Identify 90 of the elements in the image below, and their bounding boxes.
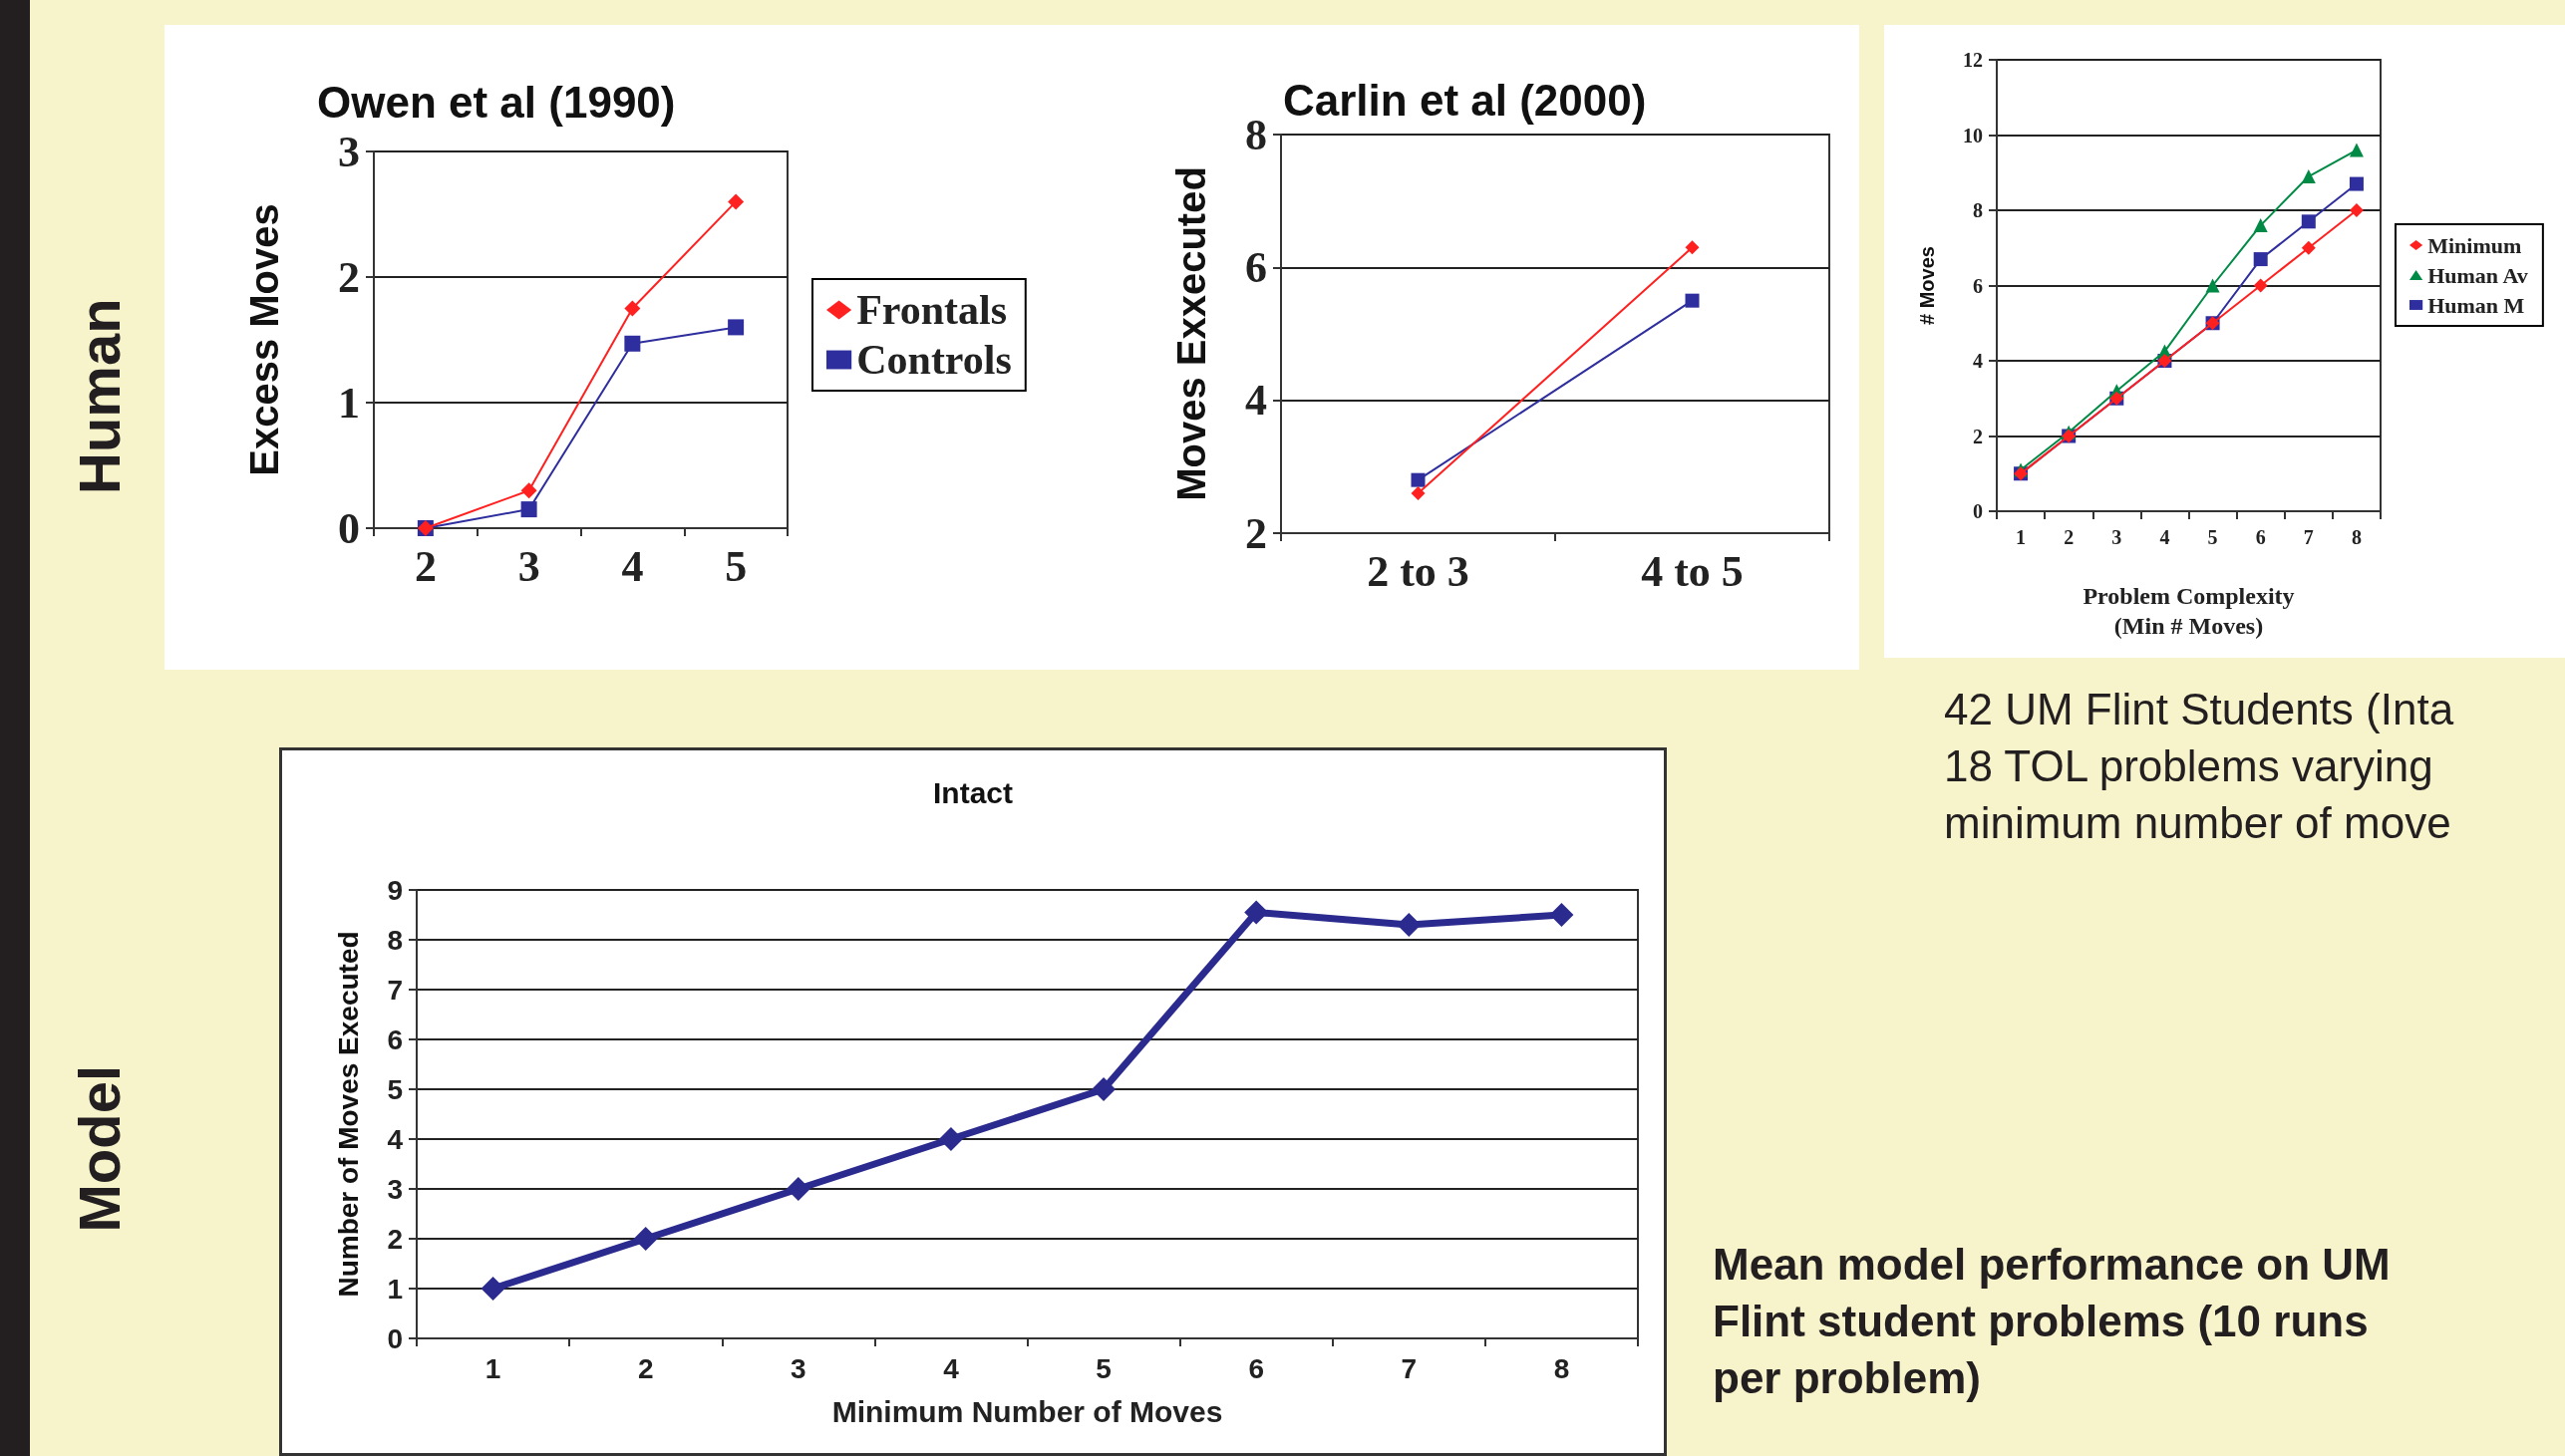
text: Model (65, 1064, 133, 1233)
point (2349, 203, 2364, 217)
text: 42 UM Flint Students (Inta 18 TOL problems varying minimum number of move (1944, 684, 2454, 850)
y-tick-label: 5 (387, 1073, 403, 1105)
y-tick-label: 9 (387, 874, 403, 906)
point (633, 1227, 658, 1251)
y-tick-label: 0 (338, 503, 360, 553)
y-tick-label: 1 (387, 1273, 403, 1305)
point (2253, 252, 2268, 267)
y-tick-label: 1 (338, 378, 360, 428)
y-tick-label: 0 (387, 1322, 403, 1354)
point (938, 1127, 963, 1151)
point (728, 319, 745, 336)
y-axis-title: # Moves (1916, 246, 1938, 325)
x-tick-label: 5 (1096, 1352, 1112, 1384)
x-tick-label: 7 (2303, 526, 2314, 548)
y-tick-label: 7 (387, 974, 403, 1006)
point (624, 300, 641, 317)
point (1685, 293, 1700, 308)
x-tick-label: 3 (2111, 526, 2122, 548)
point (728, 193, 745, 210)
x-tick-label: 2 to 3 (1367, 546, 1469, 596)
point (520, 482, 537, 499)
x-tick-label: 6 (2255, 526, 2266, 548)
point (2253, 278, 2268, 293)
point (2301, 169, 2316, 184)
x-tick-label: 8 (1553, 1352, 1570, 1384)
x-tick-label: 4 to 5 (1641, 546, 1744, 596)
point (1244, 900, 1269, 925)
point (624, 335, 641, 352)
y-tick-label: 6 (387, 1023, 403, 1055)
y-tick-label: 8 (1245, 110, 1267, 159)
x-tick-label: 1 (484, 1352, 501, 1384)
legend-label: Human Av (2427, 262, 2528, 288)
y-tick-label: 10 (1963, 124, 1983, 146)
x-tick-label: 3 (517, 541, 540, 591)
y-tick-label: 2 (338, 252, 360, 302)
point (2349, 176, 2364, 191)
x-tick-label: 7 (1401, 1352, 1418, 1384)
y-tick-label: 6 (1245, 242, 1267, 292)
point (520, 501, 537, 518)
point (2301, 214, 2316, 229)
legend-label: Frontals (856, 287, 1008, 333)
point (2349, 143, 2364, 157)
point (1411, 472, 1426, 487)
y-tick-label: 12 (1963, 49, 1983, 71)
chart-title: Owen et al (1990) (317, 77, 676, 127)
x-tick-label: 4 (943, 1352, 960, 1384)
x-tick-label: 2 (637, 1352, 654, 1384)
y-tick-label: 2 (387, 1223, 403, 1255)
y-axis-title: Excess Moves (242, 203, 286, 476)
text: Mean model performance on UM Flint student problems (10 runs per problem) (1713, 1239, 2391, 1405)
y-tick-label: 4 (1973, 350, 1983, 372)
point (1685, 240, 1700, 255)
point (1549, 903, 1574, 927)
text: Human (65, 298, 133, 494)
chart-title: Carlin et al (2000) (1283, 75, 1647, 125)
x-axis-title: Problem Complexity (Min # Moves) (2083, 583, 2295, 639)
x-tick-label: 4 (621, 541, 644, 591)
point (481, 1277, 505, 1301)
x-tick-label: 5 (2207, 526, 2218, 548)
y-tick-label: 3 (387, 1173, 403, 1205)
x-tick-label: 8 (2351, 526, 2362, 548)
y-axis-title: Moves Exxecuted (1169, 166, 1213, 501)
y-tick-label: 4 (387, 1123, 404, 1155)
x-tick-label: 3 (791, 1352, 806, 1384)
y-tick-label: 6 (1973, 274, 1983, 297)
point (2301, 240, 2316, 255)
y-tick-label: 2 (1973, 425, 1983, 447)
x-tick-label: 5 (725, 541, 748, 591)
legend-label: Controls (856, 337, 1012, 383)
y-tick-label: 0 (1973, 500, 1983, 522)
y-tick-label: 8 (387, 924, 403, 956)
legend-label: Human M (2427, 292, 2525, 318)
y-tick-label: 3 (338, 127, 360, 176)
point (1411, 486, 1426, 500)
chart-title: Intact (932, 775, 1014, 809)
point (786, 1177, 810, 1201)
y-tick-label: 4 (1245, 376, 1267, 426)
x-axis-title: Minimum Number of Moves (831, 1395, 1223, 1429)
y-tick-label: 8 (1973, 199, 1983, 221)
y-axis-title: Number of Moves Executed (332, 931, 364, 1298)
x-tick-label: 1 (2016, 526, 2027, 548)
x-tick-label: 4 (2159, 526, 2170, 548)
point (2205, 278, 2220, 293)
point (1397, 913, 1422, 937)
legend-label: Minimum (2427, 232, 2522, 258)
x-tick-label: 2 (2064, 526, 2075, 548)
point (1092, 1077, 1117, 1101)
point (2253, 218, 2268, 233)
